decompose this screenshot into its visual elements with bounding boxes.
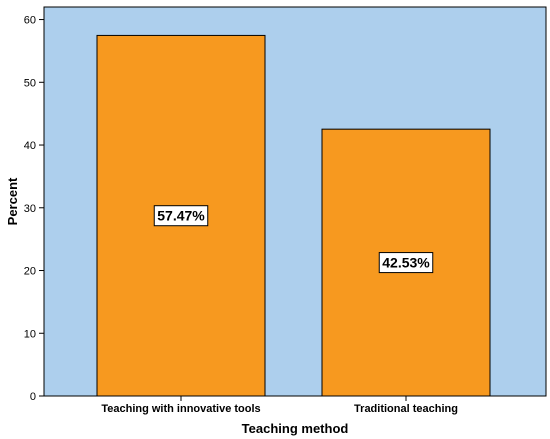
- x-axis: Teaching with innovative tools Traditiona…: [44, 395, 546, 415]
- y-axis: 0 10 20 30 40 50 60: [24, 7, 45, 403]
- bar-data-label: 57.47%: [157, 208, 205, 224]
- bar-data-label-box: [153, 205, 209, 227]
- bars-group: 57.47% 42.53%: [96, 34, 491, 397]
- y-axis-title: Percent: [5, 177, 20, 225]
- y-tick-label: 10: [24, 328, 36, 340]
- bar-data-label-box: [378, 252, 434, 274]
- y-tick-label: 50: [24, 77, 36, 89]
- y-tick-label: 20: [24, 266, 36, 278]
- x-axis-title: Teaching method: [242, 421, 349, 436]
- bar-data-label: 42.53%: [382, 255, 430, 271]
- y-tick-label: 40: [24, 140, 36, 152]
- y-tick-label: 0: [30, 391, 36, 403]
- x-tick-label: Teaching with innovative tools: [101, 403, 260, 415]
- y-tick-label: 60: [24, 15, 36, 27]
- x-tick-label: Traditional teaching: [354, 403, 458, 415]
- y-tick-label: 30: [24, 203, 36, 215]
